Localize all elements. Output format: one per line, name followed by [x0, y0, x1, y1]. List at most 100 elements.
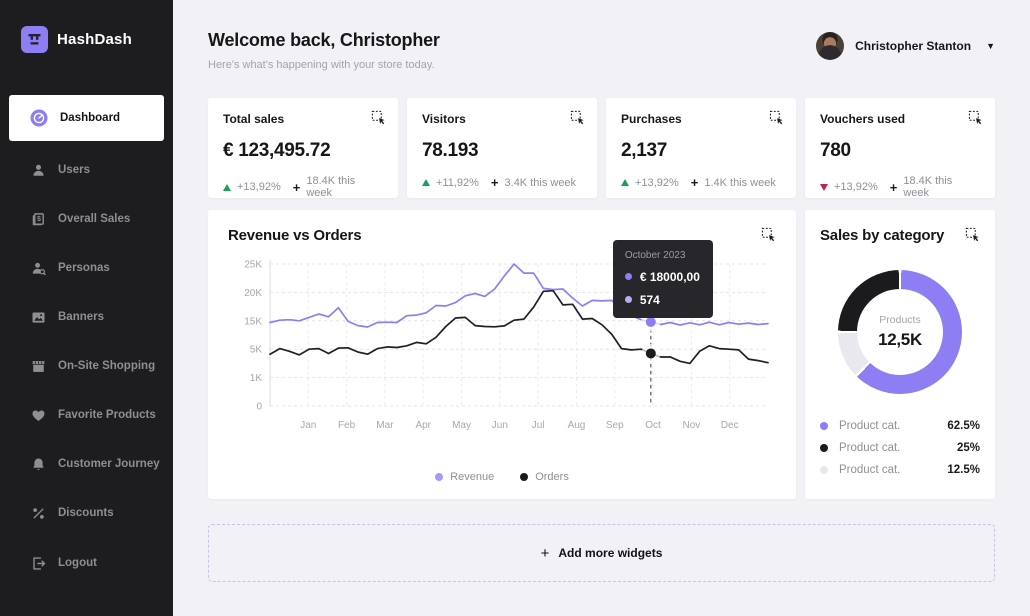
sidebar-item-label: Personas — [58, 262, 110, 274]
category-legend-row: Product cat. 12.5% — [820, 464, 980, 476]
sidebar-item-label: Customer Journey — [58, 458, 160, 470]
legend-orders: Orders — [520, 471, 569, 483]
sidebar: HashDash Dashboard Users — [0, 0, 173, 616]
line-chart-area: Jan Feb Mar Apr May Jun Jul Aug Sep Oct Nov Dec 0 1K 5… — [228, 239, 776, 469]
sidebar-nav: Dashboard Users $ Overall Sales — [0, 95, 173, 542]
svg-text:20K: 20K — [244, 288, 262, 299]
svg-text:Jun: Jun — [492, 420, 508, 431]
donut-chart: Products 12,5K — [838, 270, 962, 394]
svg-text:Nov: Nov — [682, 420, 700, 431]
sidebar-item-customer-journey[interactable]: Customer Journey — [9, 444, 164, 484]
sidebar-item-overall-sales[interactable]: $ Overall Sales — [9, 199, 164, 239]
add-more-widgets-button[interactable]: + Add more widgets — [208, 524, 995, 582]
sidebar-item-banners[interactable]: Banners — [9, 297, 164, 337]
image-icon — [30, 309, 46, 325]
sidebar-item-label: Dashboard — [60, 112, 121, 124]
stat-cards-row: Total sales € 123,495.72 +13,92% + 18.4K… — [208, 98, 995, 199]
add-widgets-label: Add more widgets — [558, 546, 663, 560]
category-dot-icon — [820, 444, 828, 452]
topbar: Welcome back, Christopher Here's what's … — [208, 30, 995, 71]
stat-delta: +13,92% + 18.4K this week — [223, 175, 383, 199]
chevron-down-icon: ▼ — [986, 41, 995, 51]
gauge-icon — [30, 109, 48, 127]
sidebar-item-label: Favorite Products — [58, 409, 156, 421]
stat-extra: 18.4K this week — [306, 175, 356, 199]
svg-text:1K: 1K — [250, 373, 263, 384]
drag-widget-icon[interactable] — [968, 110, 983, 125]
drag-widget-icon[interactable] — [769, 110, 784, 125]
svg-text:Mar: Mar — [376, 420, 394, 431]
stat-card-visitors: Visitors 78.193 +11,92% + 3.4K this week — [407, 98, 597, 198]
category-legend-row: Product cat. 25% — [820, 442, 980, 454]
svg-text:5K: 5K — [250, 345, 263, 356]
stat-label: Total sales — [223, 112, 285, 126]
stat-delta: +13,92% + 1.4K this week — [621, 175, 781, 190]
page-subtitle: Here's what's happening with your store … — [208, 59, 435, 71]
revenue-dot-icon — [435, 473, 444, 481]
brand-name: HashDash — [57, 31, 132, 48]
line-chart-legend: Revenue Orders — [228, 471, 776, 483]
stat-value: 780 — [820, 140, 851, 161]
svg-text:Dec: Dec — [721, 420, 739, 431]
sidebar-item-personas[interactable]: Personas — [9, 248, 164, 288]
logout-button[interactable]: Logout — [9, 543, 164, 583]
stat-delta-pct: +11,92% — [436, 176, 479, 189]
revenue-orders-line-chart: Jan Feb Mar Apr May Jun Jul Aug Sep Oct Nov Dec 0 1K 5… — [244, 260, 769, 431]
category-card-header: Sales by category — [820, 227, 980, 244]
donut-center-label: Products — [879, 314, 921, 326]
revenue-card-header: Revenue vs Orders — [228, 227, 776, 244]
svg-text:$: $ — [37, 216, 41, 223]
svg-text:Jan: Jan — [300, 420, 316, 431]
user-menu[interactable]: Christopher Stanton ▼ — [816, 32, 995, 60]
stat-delta: +11,92% + 3.4K this week — [422, 175, 582, 190]
sidebar-item-users[interactable]: Users — [9, 150, 164, 190]
receipt-icon: $ — [30, 211, 46, 227]
stat-card-total-sales: Total sales € 123,495.72 +13,92% + 18.4K… — [208, 98, 398, 199]
sidebar-item-label: On-Site Shopping — [58, 360, 156, 372]
sidebar-item-on-site-shopping[interactable]: On-Site Shopping — [9, 346, 164, 386]
sidebar-item-discounts[interactable]: Discounts — [9, 493, 164, 533]
bell-icon — [30, 456, 46, 472]
orders-dot-icon — [520, 473, 529, 481]
stat-delta-pct: +13,92% — [635, 176, 679, 189]
drag-widget-icon[interactable] — [570, 110, 585, 125]
user-name: Christopher Stanton — [855, 39, 972, 53]
plus-icon: + — [540, 544, 550, 562]
sidebar-item-label: Discounts — [58, 507, 114, 519]
drag-widget-icon[interactable] — [371, 110, 386, 125]
main-content: Welcome back, Christopher Here's what's … — [173, 0, 1030, 616]
storefront-icon — [30, 358, 46, 374]
stat-extra: 3.4K this week — [504, 176, 577, 189]
user-icon — [30, 162, 46, 178]
stat-delta-pct: +13,92% — [237, 181, 281, 193]
stat-value: 2,137 — [621, 140, 668, 161]
plus-icon: + — [889, 179, 898, 195]
trend-triangle-icon — [223, 183, 231, 191]
logout-icon — [30, 555, 46, 571]
svg-text:Jul: Jul — [532, 420, 545, 431]
sidebar-item-dashboard[interactable]: Dashboard — [9, 95, 164, 141]
stat-extra: 1.4K this week — [704, 176, 776, 189]
svg-text:Sep: Sep — [606, 420, 624, 431]
stat-label: Visitors — [422, 112, 466, 126]
donut-center: Products 12,5K — [857, 289, 943, 375]
revenue-chart-title: Revenue vs Orders — [228, 227, 362, 244]
avatar — [816, 32, 845, 60]
stat-extra: 18.4K this week — [903, 175, 953, 199]
svg-text:Apr: Apr — [415, 420, 431, 431]
user-search-icon — [30, 260, 46, 276]
trend-triangle-icon — [422, 179, 430, 186]
svg-text:May: May — [452, 420, 471, 431]
svg-text:15K: 15K — [244, 316, 262, 327]
legend-revenue: Revenue — [435, 471, 494, 483]
stat-label: Vouchers used — [820, 112, 906, 126]
sidebar-item-label: Users — [58, 164, 90, 176]
category-dot-icon — [820, 466, 828, 474]
drag-widget-icon[interactable] — [965, 227, 980, 242]
sidebar-item-label: Overall Sales — [58, 213, 131, 225]
sidebar-item-favorite-products[interactable]: Favorite Products — [9, 395, 164, 435]
plus-icon: + — [490, 175, 499, 190]
drag-widget-icon[interactable] — [761, 227, 776, 242]
sales-by-category-card: Sales by category Products 12,5K Pro — [805, 210, 995, 499]
